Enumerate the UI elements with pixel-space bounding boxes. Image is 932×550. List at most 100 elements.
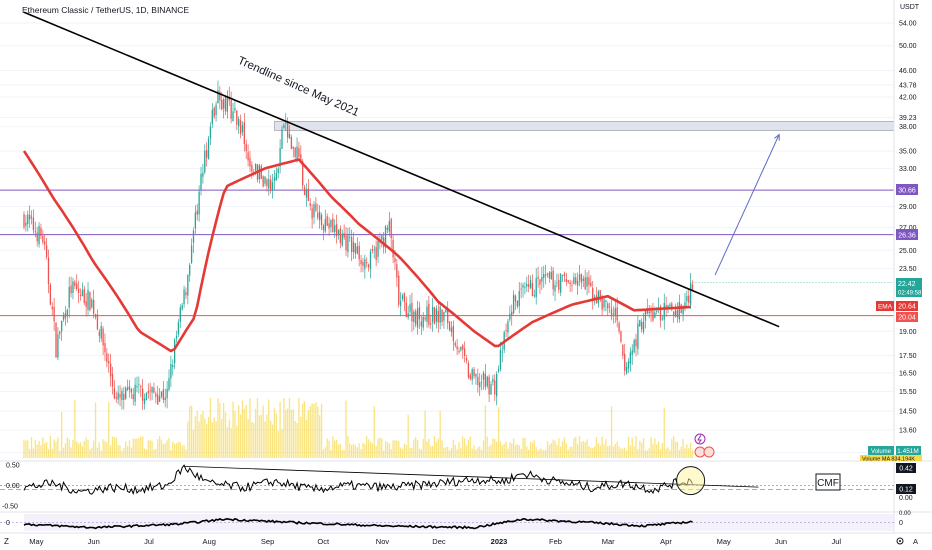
gear-icon[interactable] (896, 537, 904, 545)
candle-body[interactable] (484, 373, 487, 387)
candle-body[interactable] (134, 384, 136, 402)
resistance-zone-box[interactable] (274, 121, 895, 131)
candle-body[interactable] (654, 312, 656, 318)
candle-body[interactable] (204, 150, 206, 173)
oscillator-pane[interactable]: 0 (0, 514, 894, 531)
auto-scale-button[interactable]: A (913, 537, 918, 546)
candle-body[interactable] (94, 314, 97, 318)
candle-body[interactable] (546, 273, 549, 275)
candle-body[interactable] (149, 390, 151, 392)
candle-body[interactable] (151, 386, 153, 393)
candle-body[interactable] (405, 302, 407, 318)
candle-body[interactable] (641, 321, 643, 330)
candle-body[interactable] (686, 295, 688, 302)
candle-body[interactable] (104, 343, 106, 353)
candle-body[interactable] (377, 241, 379, 257)
tradingview-logo[interactable]: Z (4, 537, 9, 546)
cmf-pane[interactable] (0, 464, 894, 496)
candle-body[interactable] (599, 290, 601, 301)
candle-body[interactable] (537, 276, 539, 279)
candle-body[interactable] (437, 311, 439, 323)
candle-body[interactable] (332, 218, 334, 233)
candle-body[interactable] (51, 306, 53, 310)
candle-body[interactable] (354, 243, 357, 254)
candle-body[interactable] (392, 239, 394, 258)
candle-body[interactable] (401, 295, 404, 299)
candle-body[interactable] (409, 304, 411, 312)
candle-body[interactable] (563, 273, 566, 277)
cmf-highlight-circle[interactable] (676, 466, 706, 496)
candle-body[interactable] (671, 303, 673, 310)
candle-body[interactable] (539, 279, 541, 285)
candle-body[interactable] (219, 91, 221, 101)
candle-body[interactable] (518, 291, 520, 307)
candle-body[interactable] (324, 219, 326, 232)
candle-body[interactable] (490, 384, 492, 395)
candle-body[interactable] (183, 289, 185, 305)
candle-body[interactable] (147, 390, 149, 394)
candle-body[interactable] (399, 301, 402, 307)
candle-body[interactable] (544, 274, 547, 276)
candle-body[interactable] (158, 396, 161, 402)
candle-body[interactable] (125, 387, 127, 399)
projection-arrow[interactable] (714, 133, 780, 276)
candle-body[interactable] (224, 96, 227, 112)
candle-body[interactable] (475, 373, 477, 377)
candle-body[interactable] (303, 187, 306, 195)
candle-body[interactable] (524, 286, 526, 288)
candle-body[interactable] (288, 133, 291, 139)
candle-body[interactable] (192, 230, 195, 243)
candle-body[interactable] (198, 191, 200, 215)
candle-body[interactable] (172, 365, 174, 367)
candle-body[interactable] (644, 310, 647, 321)
candle-body[interactable] (221, 99, 223, 110)
candle-body[interactable] (450, 327, 453, 333)
candle-body[interactable] (277, 168, 279, 174)
candle-body[interactable] (463, 348, 466, 356)
candle-body[interactable] (347, 235, 349, 253)
candle-body[interactable] (194, 212, 197, 229)
candle-body[interactable] (62, 314, 65, 320)
candle-body[interactable] (514, 295, 517, 302)
candle-body[interactable] (300, 154, 302, 162)
candle-body[interactable] (512, 294, 515, 314)
candle-body[interactable] (209, 126, 212, 139)
candle-body[interactable] (164, 397, 166, 401)
candle-body[interactable] (243, 122, 245, 145)
candle-body[interactable] (420, 321, 422, 327)
candle-body[interactable] (119, 394, 121, 398)
candle-body[interactable] (28, 214, 31, 220)
osc-line[interactable] (23, 517, 693, 530)
candle-body[interactable] (441, 309, 443, 322)
candle-body[interactable] (351, 237, 353, 253)
candle-body[interactable] (360, 259, 362, 265)
candle-body[interactable] (445, 309, 447, 313)
candle-body[interactable] (635, 339, 637, 347)
candle-body[interactable] (302, 161, 304, 186)
candle-body[interactable] (40, 227, 42, 237)
candle-body[interactable] (443, 312, 445, 321)
candle-body[interactable] (631, 350, 633, 355)
candle-body[interactable] (309, 203, 311, 206)
candle-body[interactable] (100, 326, 102, 339)
candle-body[interactable] (136, 385, 138, 388)
candle-body[interactable] (642, 321, 645, 332)
candle-body[interactable] (665, 305, 667, 308)
candle-body[interactable] (157, 394, 159, 405)
candle-body[interactable] (113, 388, 116, 399)
candle-body[interactable] (460, 346, 462, 351)
candle-body[interactable] (30, 216, 33, 219)
candle-body[interactable] (580, 273, 583, 283)
candle-body[interactable] (680, 304, 682, 314)
candle-body[interactable] (578, 274, 581, 281)
candle-body[interactable] (108, 361, 110, 364)
candle-body[interactable] (403, 292, 406, 303)
candle-body[interactable] (266, 179, 268, 187)
candle-body[interactable] (115, 396, 117, 399)
candle-body[interactable] (620, 331, 622, 342)
candle-body[interactable] (168, 378, 170, 390)
candle-body[interactable] (381, 235, 383, 241)
candle-body[interactable] (211, 109, 213, 124)
candle-body[interactable] (275, 173, 277, 181)
